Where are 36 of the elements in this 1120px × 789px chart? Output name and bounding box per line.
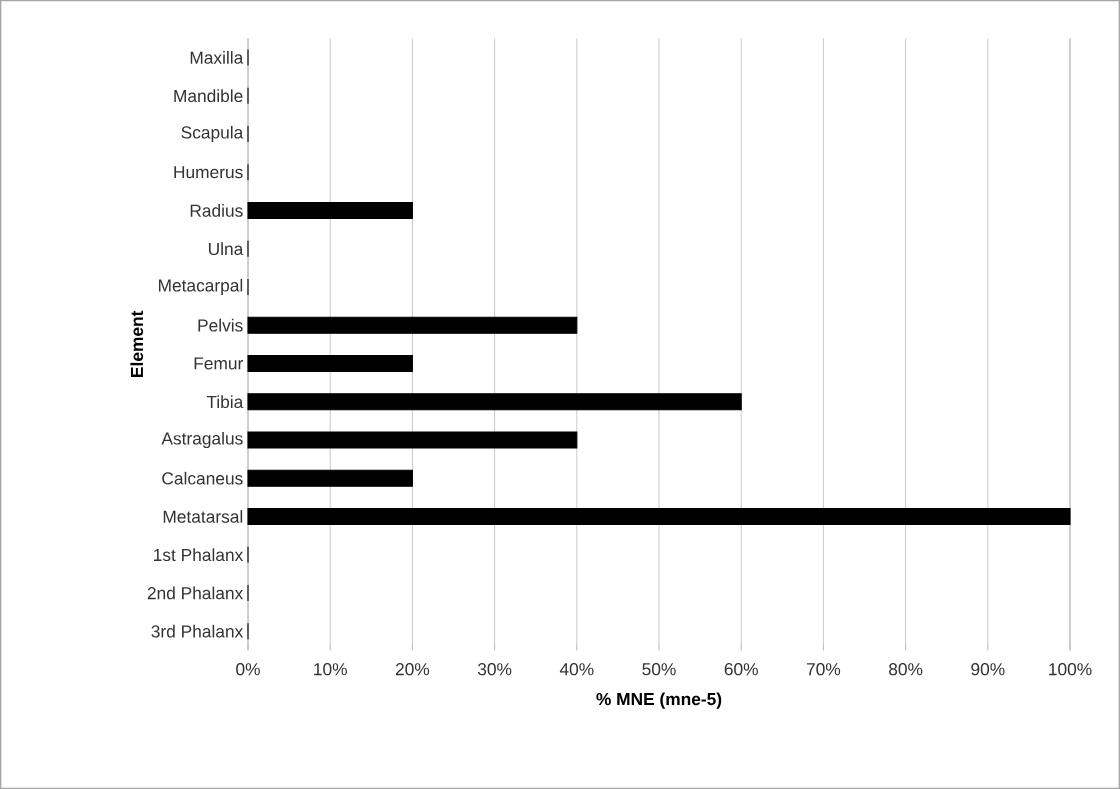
bar [247, 393, 742, 411]
x-tick-label: 0% [236, 663, 260, 676]
x-tick-label: 10% [314, 663, 347, 676]
y-tick-label: Humerus [174, 166, 243, 179]
y-tick-label: Femur [194, 357, 243, 370]
bar [247, 507, 1071, 525]
y-tick-label: Scapula [181, 125, 244, 143]
x-tick-label: 30% [477, 663, 512, 676]
x-tick-label: 70% [806, 663, 841, 676]
bar [247, 431, 578, 449]
x-tick-label: 100% [1049, 663, 1092, 676]
y-tick-label: Mandible [174, 89, 243, 103]
x-tick-label: 60% [724, 663, 758, 676]
y-tick-label: 3rd Phalanx [151, 624, 244, 638]
y-tick-label: Maxilla [190, 51, 244, 64]
bar [247, 201, 413, 219]
y-tick-label: Calcaneus [162, 471, 243, 485]
y-tick-label: Metacarpal [158, 278, 243, 296]
y-tick-label: Pelvis [198, 318, 243, 332]
x-tick-label: 20% [395, 663, 430, 676]
y-tick-label: 2nd Phalanx [147, 586, 244, 600]
y-tick-label: Radius [190, 204, 243, 217]
x-tick-label: 90% [971, 663, 1005, 676]
bar [247, 469, 413, 487]
y-tick-label: Astragalus [161, 431, 243, 449]
bar [247, 316, 578, 334]
y-axis-title: Element [130, 310, 144, 377]
x-tick-label: 50% [642, 663, 676, 676]
x-tick-label: 80% [889, 663, 923, 676]
y-tick-label: Tibia [206, 395, 244, 409]
y-tick-label: Ulna [208, 242, 244, 256]
x-tick-label: 40% [559, 663, 594, 676]
x-axis-title: % MNE (mne-5) [596, 692, 722, 709]
y-tick-label: 1st Phalanx [154, 548, 244, 562]
bar [247, 354, 413, 373]
y-tick-label: Metatarsal [163, 510, 243, 523]
